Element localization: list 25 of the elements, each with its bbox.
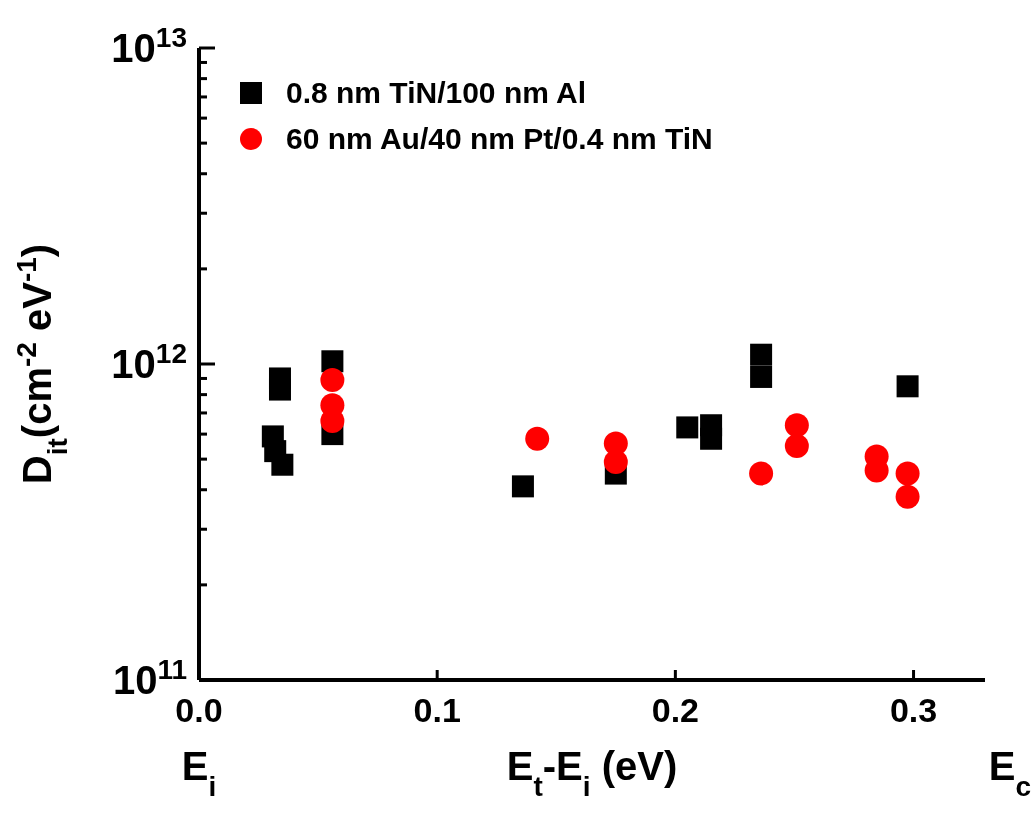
point [749, 461, 774, 486]
legend-label: 0.8 nm TiN/100 nm Al [286, 75, 587, 111]
point [700, 427, 723, 450]
point [676, 416, 699, 439]
point [750, 365, 773, 388]
x-tick-label: 0.1 [413, 691, 461, 729]
text: E$_{i}$ [181, 744, 217, 802]
point [784, 413, 809, 438]
point [271, 453, 294, 476]
point [511, 475, 534, 498]
legend-label: 60 nm Au/40 nm Pt/0.4 nm TiN [286, 121, 713, 157]
y-tick-label: 10$^{13}$ [111, 21, 187, 70]
point [784, 434, 809, 459]
point [896, 375, 919, 398]
point [895, 484, 920, 509]
point [525, 426, 550, 451]
x-tick-label: 0.2 [651, 691, 699, 729]
point [895, 461, 920, 486]
point [750, 343, 773, 366]
point [320, 367, 345, 392]
y-tick-label: 10$^{12}$ [111, 337, 187, 386]
x-tick-label: 0.3 [889, 691, 938, 729]
text: E$_{c}$ [988, 744, 1031, 802]
point [603, 449, 628, 474]
x-axis-title: E$_{t}$-E$_{i}$ (eV) [506, 744, 678, 802]
